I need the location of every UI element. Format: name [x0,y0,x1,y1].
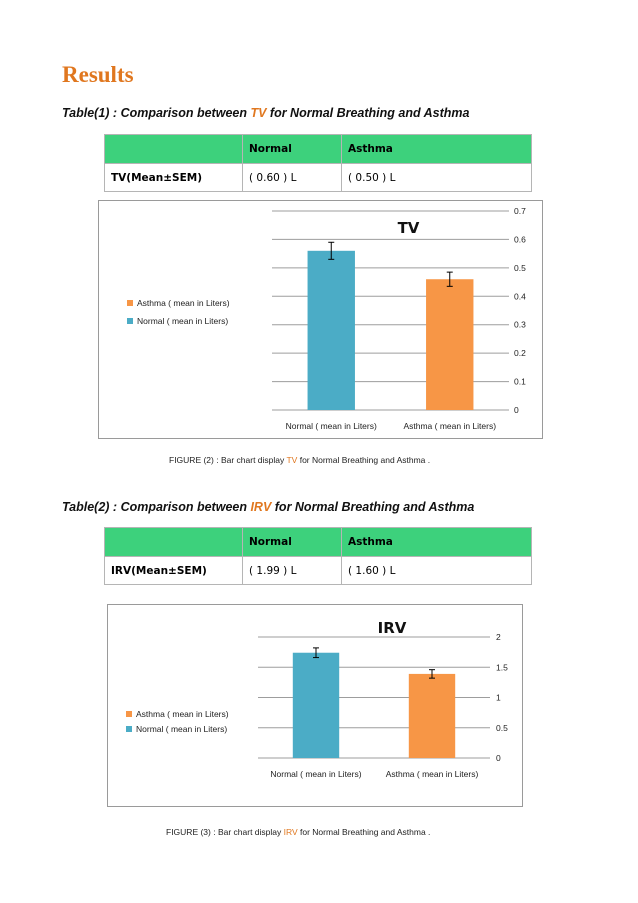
table2-title: Table(2) : Comparison between IRV for No… [62,500,474,514]
table2: Normal Asthma IRV(Mean±SEM) ( 1.99 ) L (… [104,527,532,585]
x-category-label: Normal ( mean in Liters) [286,421,377,431]
table1-title-post: for Normal Breathing and Asthma [266,106,470,120]
caption2-highlight: IRV [283,827,298,837]
legend-label: Normal ( mean in Liters) [136,724,227,734]
legend-swatch [126,711,132,717]
y-tick-label: 1 [496,693,501,703]
figure3-caption: FIGURE (3) : Bar chart display IRV for N… [0,827,638,837]
table2-row-label: IRV(Mean±SEM) [104,556,243,585]
y-tick-label: 0.5 [496,723,508,733]
tv-chart-svg: 0 0.1 0.2 0.3 0.4 0.5 0.6 0.7 TV Normal ( mean in… [127,206,526,431]
table2-header-row: Normal Asthma [104,527,532,557]
y-tick-label: 0.2 [514,348,526,358]
legend-label: Normal ( mean in Liters) [137,316,228,326]
bar-normal [292,652,340,758]
x-category-label: Asthma ( mean in Liters) [403,421,496,431]
legend-swatch [127,300,133,306]
caption2-pre: FIGURE (3) : Bar chart display [166,827,284,837]
table2-header-cell [104,527,243,557]
y-tick-label: 0 [514,405,519,415]
table1: Normal Asthma TV(Mean±SEM) ( 0.60 ) L ( … [104,134,532,192]
y-tick-label: 0.1 [514,377,526,387]
bar-asthma [408,673,456,758]
results-heading: Results [62,62,134,87]
y-tick-label: 1.5 [496,662,508,672]
x-category-label: Normal ( mean in Liters) [270,769,361,779]
table1-header-row: Normal Asthma [104,134,532,164]
y-tick-label: 0.5 [514,263,526,273]
table1-header-asthma: Asthma [341,134,532,164]
y-tick-label: 0.3 [514,320,526,330]
legend-label: Asthma ( mean in Liters) [137,298,230,308]
figure2-caption: FIGURE (2) : Bar chart display TV for No… [0,455,638,465]
irv-chart-svg: 0 0.5 1 1.5 2 IRV Normal ( mean in Liters) Asth… [126,619,508,779]
legend-swatch [126,726,132,732]
caption1-post: for Normal Breathing and Asthma . [297,455,431,465]
table1-data-row: TV(Mean±SEM) ( 0.60 ) L ( 0.50 ) L [104,163,532,192]
caption2-post: for Normal Breathing and Asthma . [297,827,431,837]
table2-normal-value: ( 1.99 ) L [242,556,342,585]
caption1-highlight: TV [286,455,298,465]
table1-header-cell [104,134,243,164]
tv-chart: 0 0.1 0.2 0.3 0.4 0.5 0.6 0.7 TV Normal ( mean in… [98,200,543,439]
table2-title-pre: Table(2) : Comparison between [62,500,251,514]
table1-title-highlight: TV [250,106,267,120]
caption1-pre: FIGURE (2) : Bar chart display [169,455,287,465]
table2-asthma-value: ( 1.60 ) L [341,556,532,585]
y-tick-label: 0.7 [514,206,526,216]
table1-title-pre: Table(1) : Comparison between [62,106,251,120]
x-category-label: Asthma ( mean in Liters) [386,769,479,779]
y-tick-label: 2 [496,632,501,642]
table1-header-normal: Normal [242,134,342,164]
table2-data-row: IRV(Mean±SEM) ( 1.99 ) L ( 1.60 ) L [104,556,532,585]
chart-title: IRV [378,619,407,637]
table2-title-post: for Normal Breathing and Asthma [271,500,475,514]
irv-chart: 0 0.5 1 1.5 2 IRV Normal ( mean in Liters) Asth… [107,604,523,807]
bar-asthma [426,279,474,410]
table1-asthma-value: ( 0.50 ) L [341,163,532,192]
y-tick-label: 0 [496,753,501,763]
legend-swatch [127,318,133,324]
y-tick-label: 0.6 [514,234,526,244]
chart-title: TV [398,219,420,237]
table1-row-label: TV(Mean±SEM) [104,163,243,192]
table1-normal-value: ( 0.60 ) L [242,163,342,192]
bar-normal [307,250,355,410]
table2-header-normal: Normal [242,527,342,557]
table2-title-highlight: IRV [250,500,272,514]
table1-title: Table(1) : Comparison between TV for Nor… [62,106,469,120]
legend-label: Asthma ( mean in Liters) [136,709,229,719]
y-tick-label: 0.4 [514,291,526,301]
table2-header-asthma: Asthma [341,527,532,557]
